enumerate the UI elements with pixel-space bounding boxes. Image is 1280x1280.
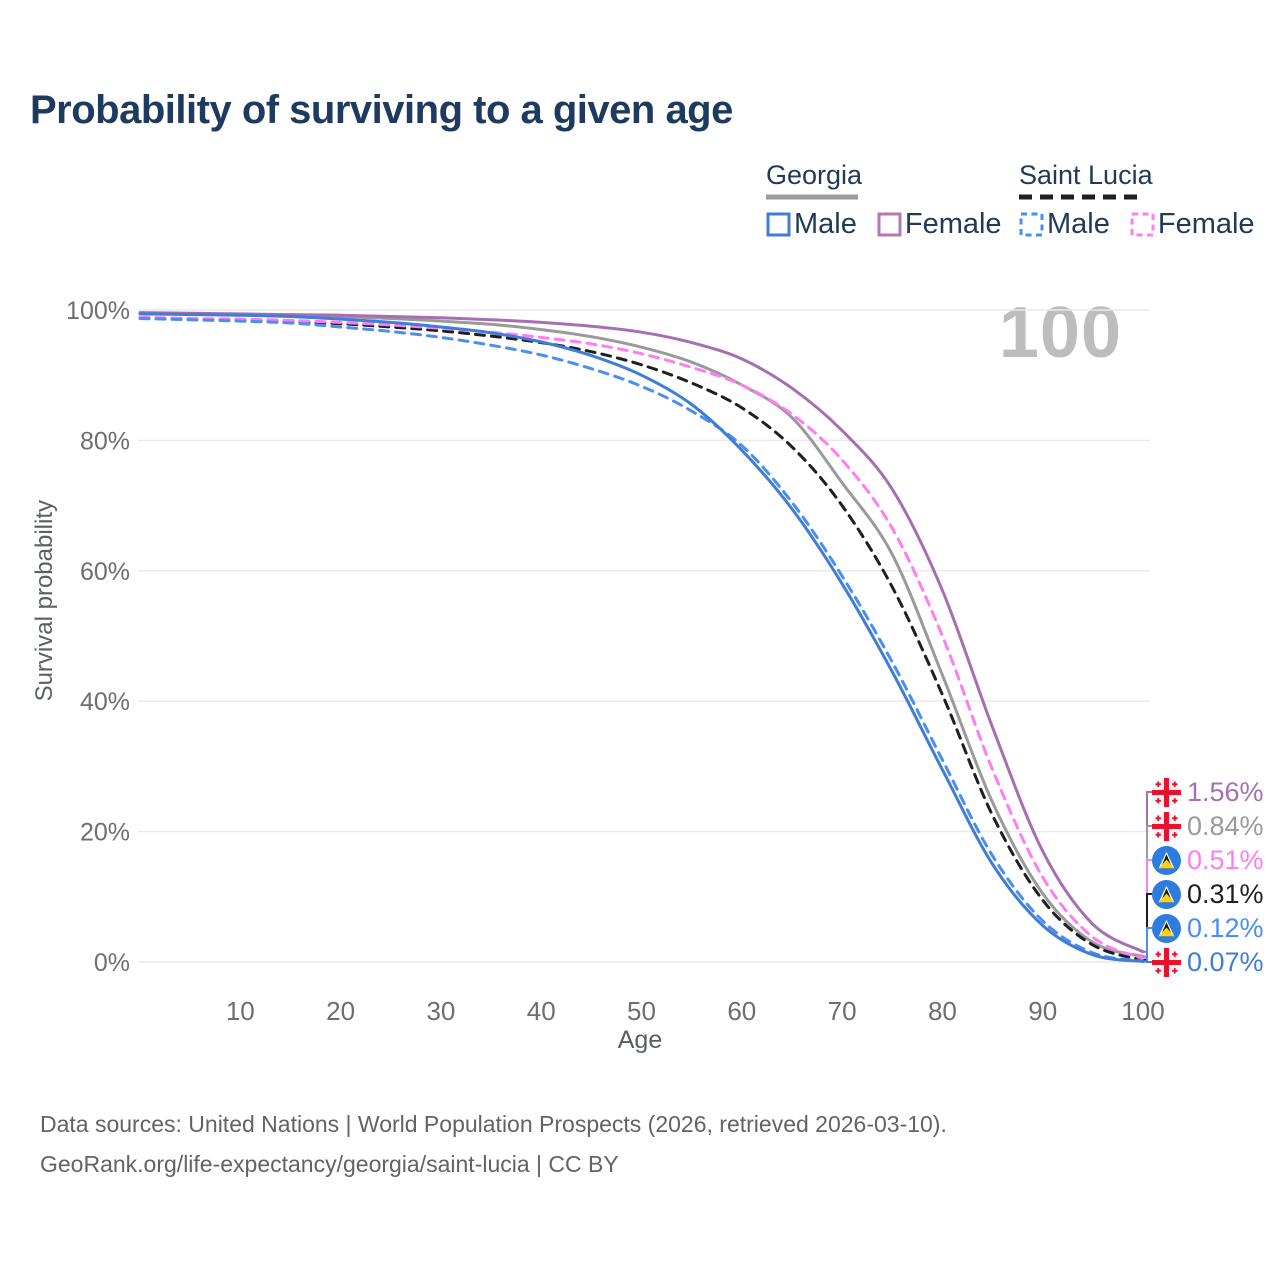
legend-item-georgia-female[interactable]: Female <box>877 208 1002 241</box>
end-label-saint-lucia-female[interactable]: 0.51% <box>1152 845 1264 875</box>
end-label-saint-lucia[interactable]: 0.31% <box>1152 879 1264 909</box>
georgia-flag-icon <box>1152 777 1181 807</box>
footer-sources: Data sources: United Nations | World Pop… <box>40 1111 947 1137</box>
y-tick-0%: 0% <box>94 949 130 977</box>
end-label-value: 0.07% <box>1187 946 1264 977</box>
y-tick-80%: 80% <box>80 427 130 455</box>
end-label-value: 0.12% <box>1187 912 1264 943</box>
x-tick-40: 40 <box>527 996 556 1026</box>
x-tick-80: 80 <box>928 996 957 1026</box>
y-tick-60%: 60% <box>80 558 130 586</box>
legend-swatch <box>1019 212 1044 237</box>
x-tick-90: 90 <box>1028 996 1057 1026</box>
line-georgia[interactable] <box>138 311 1145 958</box>
x-tick-60: 60 <box>727 996 756 1026</box>
footer: Data sources: United Nations | World Pop… <box>40 1104 947 1185</box>
legend-item-saint-lucia-female[interactable]: Female <box>1130 208 1255 241</box>
line-saint-lucia-female[interactable] <box>138 315 1145 961</box>
end-label-value: 0.84% <box>1187 810 1264 841</box>
end-label-value: 0.31% <box>1187 878 1264 909</box>
end-label-value: 0.51% <box>1187 844 1264 875</box>
x-axis-title: Age <box>617 1026 663 1054</box>
legend-item-georgia-male[interactable]: Male <box>766 208 857 241</box>
end-label-value: 1.56% <box>1187 776 1264 807</box>
legend-title-georgia[interactable]: Georgia <box>766 160 863 190</box>
legend-item-label: Male <box>1047 208 1110 240</box>
x-tick-100: 100 <box>1121 996 1164 1026</box>
legend-item-label: Male <box>794 208 857 240</box>
end-label-georgia-male[interactable]: 0.07% <box>1152 947 1264 977</box>
legend-line-sample <box>766 194 1022 200</box>
x-tick-10: 10 <box>226 996 255 1026</box>
end-label-georgia-female[interactable]: 1.56% <box>1152 777 1264 807</box>
x-tick-70: 70 <box>828 996 857 1026</box>
saint-lucia-flag-icon <box>1152 845 1181 875</box>
line-georgia-male[interactable] <box>138 312 1145 963</box>
age-indicator: 100 <box>998 293 1122 373</box>
saint-lucia-flag-icon <box>1152 913 1181 943</box>
saint-lucia-flag-icon <box>1152 879 1181 909</box>
y-tick-20%: 20% <box>80 819 130 847</box>
end-label-georgia[interactable]: 0.84% <box>1152 811 1264 841</box>
connector-georgia-male <box>1143 960 1152 963</box>
y-tick-40%: 40% <box>80 688 130 716</box>
legend-swatch <box>766 212 791 237</box>
legend-title-saint-lucia[interactable]: Saint Lucia <box>1019 160 1153 190</box>
end-label-saint-lucia-male[interactable]: 0.12% <box>1152 913 1264 943</box>
x-tick-20: 20 <box>326 996 355 1026</box>
x-tick-50: 50 <box>627 996 656 1026</box>
georgia-flag-icon <box>1152 947 1181 977</box>
page-title: Probability of surviving to a given age <box>30 88 733 132</box>
legend-swatch <box>877 212 902 237</box>
legend-item-label: Female <box>1157 208 1255 240</box>
footer-attribution: GeoRank.org/life-expectancy/georgia/sain… <box>40 1151 619 1178</box>
x-tick-30: 30 <box>426 996 455 1026</box>
legend-item-saint-lucia-male[interactable]: Male <box>1019 208 1110 241</box>
line-saint-lucia-male[interactable] <box>138 317 1145 963</box>
georgia-flag-icon <box>1152 811 1181 841</box>
legend-group-georgia: Georgia Male Female <box>766 160 1022 241</box>
legend-item-label: Female <box>904 208 1002 240</box>
legend-group-saint-lucia: Saint Lucia Male Female <box>1019 160 1275 241</box>
line-georgia-female[interactable] <box>138 311 1145 954</box>
y-tick-100%: 100% <box>66 297 130 325</box>
y-axis-title: Survival probability <box>31 500 58 702</box>
legend-swatch <box>1130 212 1155 237</box>
